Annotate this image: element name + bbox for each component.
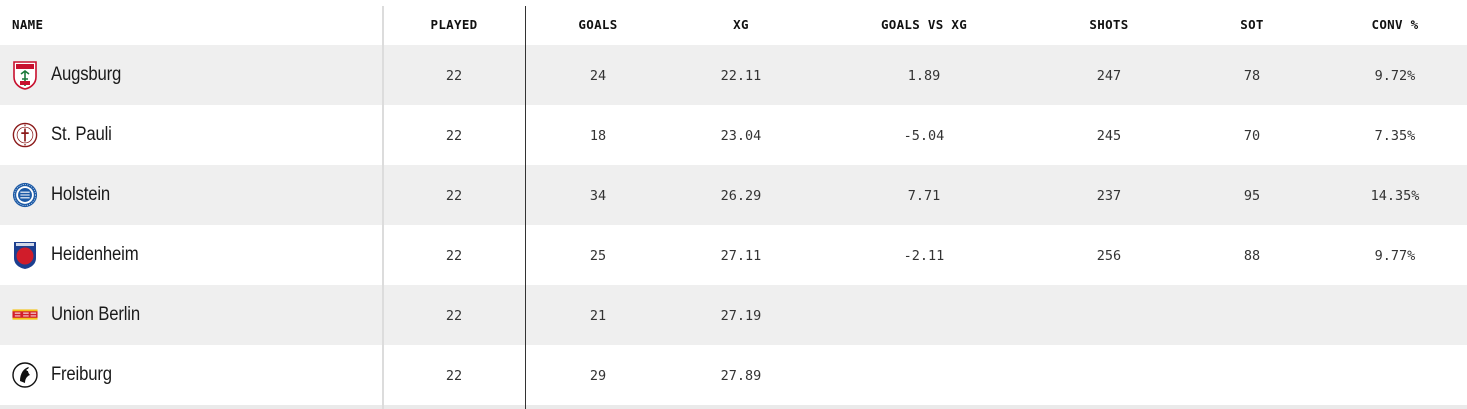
table-row[interactable]: Heidenheim 22 25 27.11 -2.11 256 88 9.77… xyxy=(0,225,1467,285)
played-column-divider xyxy=(525,6,526,409)
union-berlin-crest-icon xyxy=(12,300,38,330)
goals-vs-xg-cell: -5.04 xyxy=(903,128,945,144)
shots-cell: 247 xyxy=(1096,68,1122,84)
conv-cell: 14.35% xyxy=(1370,188,1420,204)
sot-cell: 78 xyxy=(1243,68,1261,84)
team-name[interactable]: Freiburg xyxy=(51,364,112,385)
heidenheim-crest-icon xyxy=(12,240,38,270)
team-name[interactable]: Augsburg xyxy=(51,64,122,85)
freiburg-crest-icon xyxy=(12,360,38,390)
conv-cell xyxy=(1345,285,1445,345)
shots-cell: 245 xyxy=(1096,128,1122,144)
goals-cell: 18 xyxy=(589,128,607,144)
xg-cell: 23.04 xyxy=(720,128,762,144)
xg-cell: 27.11 xyxy=(720,248,762,264)
column-header-goals-vs-xg[interactable]: GOALS VS XG xyxy=(880,17,968,32)
column-header-shots[interactable]: SHOTS xyxy=(1089,17,1129,32)
table-row[interactable]: Holstein 22 34 26.29 7.71 237 95 14.35% xyxy=(0,165,1467,225)
played-cell: 22 xyxy=(445,188,463,204)
holstein-crest-icon xyxy=(12,180,38,210)
team-cell: Holstein xyxy=(12,165,118,225)
goals-cell: 21 xyxy=(589,308,607,324)
team-name[interactable]: Union Berlin xyxy=(51,304,140,325)
goals-cell: 34 xyxy=(589,188,607,204)
played-cell: 22 xyxy=(445,248,463,264)
goals-vs-xg-cell xyxy=(849,345,999,405)
column-header-goals[interactable]: GOALS xyxy=(578,17,618,32)
team-name[interactable]: Heidenheim xyxy=(51,244,139,265)
table-row[interactable]: Union Berlin 22 21 27.19 xyxy=(0,285,1467,345)
played-cell: 22 xyxy=(445,308,463,324)
team-cell: Freiburg xyxy=(12,345,120,405)
sot-cell xyxy=(1202,345,1302,405)
goals-cell: 25 xyxy=(589,248,607,264)
sot-cell: 95 xyxy=(1243,188,1261,204)
goals-vs-xg-cell: 7.71 xyxy=(907,188,941,204)
conv-cell xyxy=(1345,345,1445,405)
goals-vs-xg-cell xyxy=(849,285,999,345)
goals-vs-xg-cell: -2.11 xyxy=(903,248,945,264)
team-name[interactable]: St. Pauli xyxy=(51,124,112,145)
team-cell: St. Pauli xyxy=(12,105,120,165)
goals-vs-xg-cell: 1.89 xyxy=(907,68,941,84)
played-cell: 22 xyxy=(445,368,463,384)
table-row[interactable]: St. Pauli 22 18 23.04 -5.04 245 70 7.35% xyxy=(0,105,1467,165)
played-cell: 22 xyxy=(445,68,463,84)
table-row[interactable]: Freiburg 22 29 27.89 xyxy=(0,345,1467,405)
conv-cell: 7.35% xyxy=(1374,128,1416,144)
goals-cell: 24 xyxy=(589,68,607,84)
sot-cell: 88 xyxy=(1243,248,1261,264)
column-header-conv[interactable]: CONV % xyxy=(1371,17,1419,32)
team-cell: Heidenheim xyxy=(12,225,150,285)
table-header: NAME PLAYED GOALS XG GOALS VS XG SHOTS S… xyxy=(0,0,1467,46)
shots-cell: 256 xyxy=(1096,248,1122,264)
conv-cell: 9.77% xyxy=(1374,248,1416,264)
augsburg-crest-icon xyxy=(12,60,38,90)
xg-cell: 27.89 xyxy=(720,368,762,384)
column-header-xg[interactable]: XG xyxy=(733,17,749,32)
played-cell: 22 xyxy=(445,128,463,144)
table-row[interactable]: Augsburg 22 24 22.11 1.89 247 78 9.72% xyxy=(0,45,1467,105)
shots-cell: 237 xyxy=(1096,188,1122,204)
shots-cell xyxy=(1059,345,1159,405)
team-name[interactable]: Holstein xyxy=(51,184,111,205)
column-header-sot[interactable]: SOT xyxy=(1240,17,1264,32)
conv-cell: 9.72% xyxy=(1374,68,1416,84)
sot-cell xyxy=(1202,285,1302,345)
xg-cell: 26.29 xyxy=(720,188,762,204)
xg-cell: 22.11 xyxy=(720,68,762,84)
st-pauli-crest-icon xyxy=(12,120,38,150)
xg-cell: 27.19 xyxy=(720,308,762,324)
name-column-divider xyxy=(382,6,384,409)
team-cell: Union Berlin xyxy=(12,285,152,345)
shots-cell xyxy=(1059,285,1159,345)
team-cell: Augsburg xyxy=(12,45,131,105)
column-header-played[interactable]: PLAYED xyxy=(430,17,478,32)
next-row-edge xyxy=(0,405,1467,409)
sot-cell: 70 xyxy=(1243,128,1261,144)
goals-cell: 29 xyxy=(589,368,607,384)
column-header-name[interactable]: NAME xyxy=(12,17,44,32)
